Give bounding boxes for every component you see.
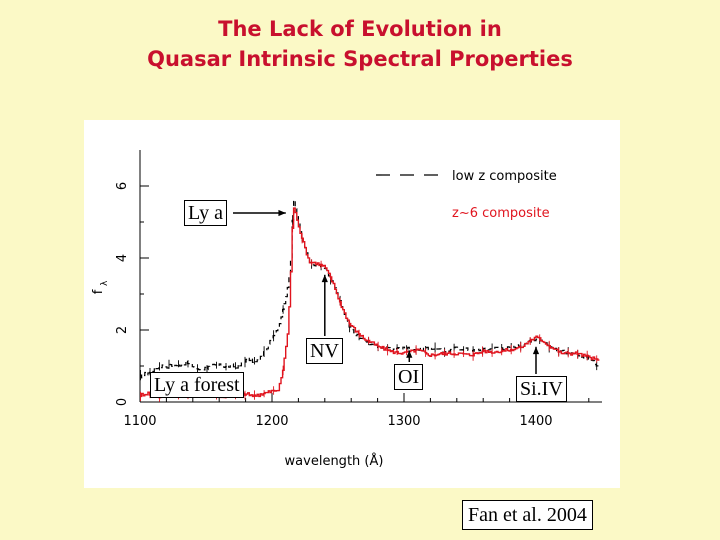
siiv-annotation-label: Si.IV (516, 376, 567, 402)
x-tick-label-1100: 1100 (123, 414, 156, 429)
y-tick-label-2: 2 (115, 326, 130, 334)
x-axis-label: wavelength (Å) (285, 453, 384, 469)
legend-label-z6: z~6 composite (452, 206, 550, 221)
y-axis-label-main: f (91, 289, 106, 294)
y-tick-label-0: 0 (115, 398, 130, 406)
x-tick-label-1200: 1200 (255, 414, 288, 429)
lya-forest-annotation-label: Ly a forest (150, 372, 244, 398)
y-axis-label: f λ (91, 280, 110, 294)
arrow-head-siiv (532, 346, 540, 355)
y-tick-label-6: 6 (115, 182, 130, 190)
arrow-head-nv (321, 274, 328, 283)
slide-title: The Lack of Evolution in Quasar Intrinsi… (0, 14, 720, 74)
y-axis-label-subscript: λ (100, 280, 110, 286)
spectrum-chart: 1100 1200 1300 1400 0 2 4 6 low z composite z~6… (91, 150, 602, 469)
x-tick-label-1400: 1400 (519, 414, 552, 429)
arrow-head-lya (278, 209, 286, 217)
lya-annotation-label: Ly a (184, 200, 227, 226)
x-tick-label-1300: 1300 (387, 414, 420, 429)
legend: low z composite z~6 composite (376, 169, 557, 221)
slide-title-line-2: Quasar Intrinsic Spectral Properties (147, 47, 573, 71)
y-tick-label-4: 4 (115, 254, 130, 262)
axes-layer: 1100 1200 1300 1400 0 2 4 6 (115, 150, 602, 429)
citation-box: Fan et al. 2004 (462, 500, 593, 530)
series-line-low-z (140, 199, 600, 379)
nv-annotation-label: NV (306, 338, 343, 364)
legend-label-low-z: low z composite (452, 169, 557, 184)
spectrum-plot-panel: 1100 1200 1300 1400 0 2 4 6 low z composite z~6… (84, 120, 620, 488)
series-line-z6 (140, 207, 600, 399)
arrow-head-oi (406, 350, 413, 358)
oi-annotation-label: OI (394, 364, 424, 390)
annotation-arrows (233, 209, 540, 374)
series-errorbars-low-z (140, 215, 598, 381)
slide-title-line-1: The Lack of Evolution in (218, 17, 502, 41)
